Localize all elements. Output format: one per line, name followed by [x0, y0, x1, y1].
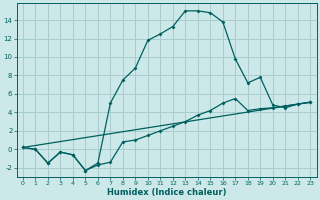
X-axis label: Humidex (Indice chaleur): Humidex (Indice chaleur): [107, 188, 226, 197]
